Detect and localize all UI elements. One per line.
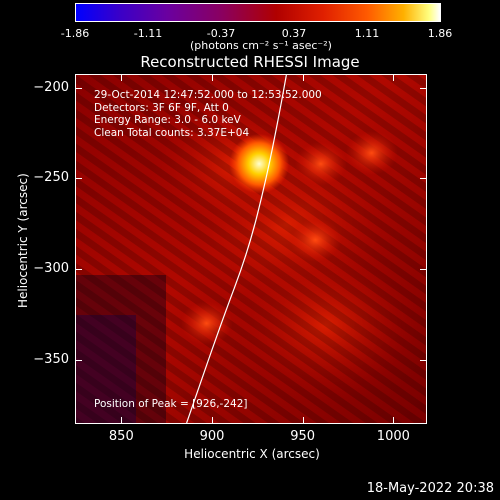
emission-sources [180, 130, 398, 346]
x-tick-mark [302, 417, 304, 423]
colorbar-tick-label: 0.37 [281, 27, 307, 40]
x-tick-mark [121, 417, 123, 423]
secondary-source [345, 130, 398, 175]
plot-area [75, 74, 427, 424]
colorbar-tick-label: -1.86 [60, 27, 90, 40]
chart-title: Reconstructed RHESSI Image [140, 53, 360, 71]
y-tick-label: −300 [33, 260, 69, 276]
x-axis-label: Heliocentric X (arcsec) [184, 447, 320, 461]
y-tick-label: −200 [33, 79, 69, 95]
x-tick-mark [393, 75, 395, 81]
peak-source [229, 133, 290, 194]
x-tick-label: 950 [290, 429, 316, 444]
info-annotations: 29-Oct-2014 12:47:52.000 to 12:53:52.000… [94, 89, 322, 139]
clean-counts-text: Clean Total counts: 3.37E+04 [94, 126, 250, 139]
y-tick-mark [420, 178, 426, 180]
x-tick-label: 1000 [376, 429, 410, 444]
solar-limb-curve [186, 75, 287, 423]
x-tick-mark [393, 417, 395, 423]
colorbar-tick-label: -0.37 [206, 27, 236, 40]
secondary-source [180, 301, 233, 346]
time-range-text: 29-Oct-2014 12:47:52.000 to 12:53:52.000 [94, 89, 322, 101]
y-tick-mark [420, 268, 426, 270]
x-tick-label: 850 [108, 429, 134, 444]
x-tick-mark [121, 75, 123, 81]
y-tick-label: −250 [33, 170, 69, 186]
colorbar-tick-label: 1.86 [427, 27, 453, 40]
y-tick-mark [76, 359, 82, 361]
y-tick-mark [76, 87, 82, 89]
timestamp: 18-May-2022 20:38 [366, 481, 494, 496]
detectors-text: Detectors: 3F 6F 9F, Att 0 [94, 101, 229, 114]
y-tick-mark [420, 359, 426, 361]
colorbar-tick-label: -1.11 [133, 27, 163, 40]
peak-position-text: Position of Peak = [926,-242] [94, 398, 248, 410]
energy-range-text: Energy Range: 3.0 - 6.0 keV [94, 114, 241, 126]
y-tick-mark [76, 268, 82, 270]
colorbar [75, 3, 441, 22]
y-tick-mark [420, 87, 426, 89]
x-tick-label: 900 [199, 429, 225, 444]
y-tick-label: −350 [33, 351, 69, 367]
secondary-source [294, 141, 347, 186]
y-tick-mark [76, 178, 82, 180]
y-axis-label: Heliocentric Y (arcsec) [16, 173, 30, 308]
colorbar-unit-label: (photons cm⁻² s⁻¹ asec⁻²) [190, 39, 332, 52]
x-tick-mark [212, 75, 213, 81]
secondary-source [289, 217, 342, 262]
x-tick-mark [302, 75, 304, 81]
colorbar-tick-label: 1.11 [354, 27, 380, 40]
heatmap-svg [76, 75, 426, 423]
x-tick-mark [212, 417, 213, 423]
